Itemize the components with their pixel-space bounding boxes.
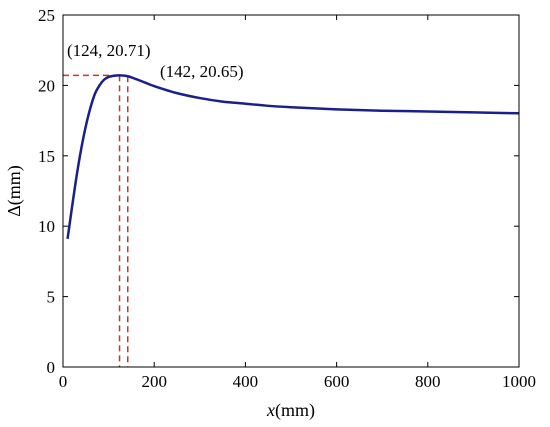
x-axis-label: x(mm) [266, 400, 315, 421]
x-tick-label: 1000 [502, 372, 536, 391]
annotations: (124, 20.71) (142, 20.65) [67, 41, 244, 81]
y-tick-label: 15 [38, 147, 55, 166]
y-tick-label: 10 [38, 217, 55, 236]
y-axis-label: Δ(mm) [4, 165, 25, 217]
series-line [66, 74, 520, 240]
axes-frame [62, 14, 520, 368]
x-tick-label: 200 [141, 372, 167, 391]
series-layer [66, 74, 520, 240]
y-tick-label: 25 [38, 6, 55, 25]
x-tick-label: 0 [59, 372, 68, 391]
annotation-label-peak: (124, 20.71) [67, 41, 151, 60]
x-tick-label: 800 [415, 372, 441, 391]
y-tick-label: 20 [38, 76, 55, 95]
x-tick-label: 600 [324, 372, 350, 391]
y-axis-ticks: 0 5 10 15 20 25 [38, 6, 519, 377]
x-axis-label-unit: (mm) [275, 400, 315, 421]
y-tick-label: 0 [47, 358, 56, 377]
y-tick-label: 5 [47, 288, 56, 307]
x-axis-label-var: x [266, 400, 275, 420]
annotation-label-second: (142, 20.65) [160, 62, 244, 81]
x-tick-label: 400 [233, 372, 259, 391]
dashed-guides [63, 74, 129, 367]
x-axis-ticks: 0 200 400 600 800 1000 [59, 15, 536, 391]
